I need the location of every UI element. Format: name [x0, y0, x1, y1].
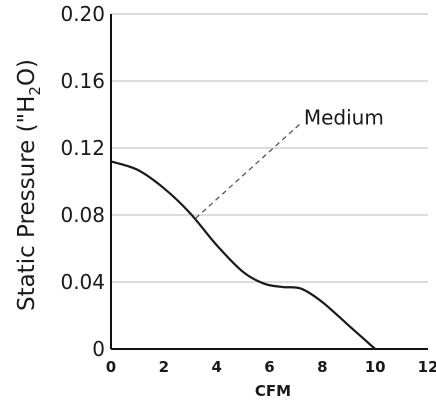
x-tick-label-4: 8: [317, 358, 327, 376]
annotation-leader-line: [195, 122, 302, 219]
y-axis-label-end: O): [14, 59, 40, 86]
y-axis-label-subscript: 2: [26, 86, 44, 96]
axes: [110, 14, 428, 350]
y-axis-label: Static Pressure ("H2O): [14, 59, 44, 311]
grid-lines: [111, 13, 428, 283]
x-tick-label-2: 4: [211, 358, 221, 376]
x-tick-label-6: 12: [418, 358, 436, 376]
y-tick-label-1: 0.04: [60, 270, 105, 294]
tick-labels: 0 0.04 0.08 0.12 0.16 0.20 0 2 4 6 8 10 12: [60, 2, 436, 376]
y-tick-label-5: 0.20: [60, 2, 105, 26]
series-label-medium: Medium: [304, 106, 384, 130]
x-tick-label-1: 2: [159, 358, 169, 376]
y-axis-label-main: Static Pressure ("H: [14, 96, 40, 311]
y-tick-label-0: 0: [92, 337, 105, 361]
x-axis-label: CFM: [255, 382, 291, 400]
series-layer: [110, 160, 376, 350]
y-tick-label-4: 0.16: [60, 69, 105, 93]
x-tick-label-5: 10: [365, 358, 386, 376]
x-tick-label-3: 6: [264, 358, 274, 376]
y-tick-label-3: 0.12: [60, 136, 105, 160]
annotation-layer: Medium: [195, 106, 384, 219]
y-tick-label-2: 0.08: [60, 203, 105, 227]
x-tick-label-0: 0: [106, 358, 116, 376]
series-line-0: [110, 160, 376, 350]
